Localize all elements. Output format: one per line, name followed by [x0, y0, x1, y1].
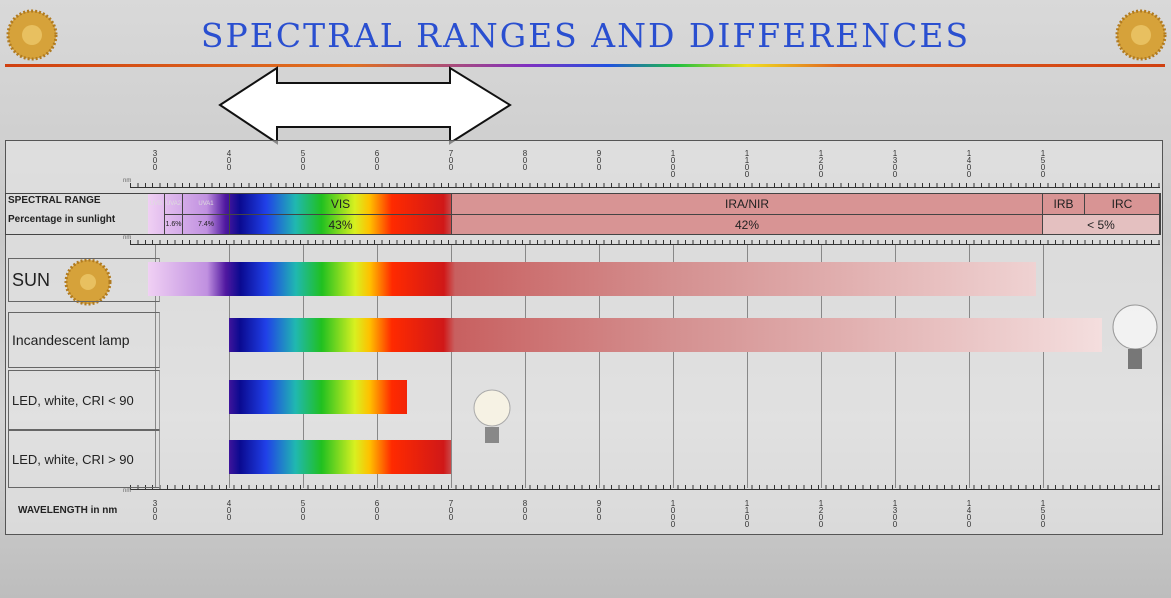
x-tick-label: 700: [448, 149, 454, 172]
x-tick-label: 500: [300, 149, 306, 172]
decor: [6, 9, 1167, 145]
percentage-cell: 7.4%: [183, 214, 230, 234]
range-cell: IRB: [1043, 194, 1085, 214]
x-tick-label: 800: [522, 499, 528, 522]
x-tick-label: 300: [152, 149, 158, 172]
x-tick-label: 900: [596, 149, 602, 172]
range-cell: VIS: [230, 194, 452, 214]
x-tick-label: 1000: [670, 149, 676, 179]
x-tick-label: 1400: [966, 149, 972, 179]
ruler: [130, 240, 1160, 245]
x-tick-label: 1300: [892, 149, 898, 179]
x-tick-label: 800: [522, 149, 528, 172]
range-bar: [229, 318, 1103, 352]
x-tick-label: 1000: [670, 499, 676, 529]
title-rule: [5, 64, 1165, 67]
table-row-label: SPECTRAL RANGE: [8, 195, 101, 206]
ruler: [130, 485, 1160, 490]
x-axis-label: WAVELENGTH in nm: [18, 505, 118, 516]
range-cell: UVB: [148, 194, 165, 214]
grid-line: [673, 245, 674, 488]
x-tick-label: 400: [226, 499, 232, 522]
grid-line: [451, 245, 452, 488]
title: SPECTRAL RANGES AND DIFFERENCES: [200, 16, 971, 55]
table-row-label: Percentage in sunlight: [8, 214, 116, 225]
bulb-icon: [1112, 304, 1158, 369]
range-cell: IRA/NIR: [452, 194, 1043, 214]
x-tick-label: 300: [152, 499, 158, 522]
sun-icon: [6, 9, 58, 61]
percentage-cell: < 5%: [1043, 214, 1160, 234]
double-arrow: [218, 66, 512, 145]
sun-icon: [64, 258, 112, 306]
grid-line: [747, 245, 748, 488]
grid-line: [303, 245, 304, 488]
grid-line: [155, 245, 156, 488]
range-bar: [229, 440, 451, 474]
unit-label: nm: [123, 235, 132, 241]
x-tick-label: 1100: [744, 499, 750, 529]
icons: [64, 258, 1158, 443]
x-tick-label: 1200: [818, 499, 824, 529]
percentage-cell: 42%: [452, 214, 1043, 234]
range-bar: [147, 262, 1036, 296]
x-tick-label: 1500: [1040, 149, 1046, 179]
range-bar: [229, 380, 407, 414]
x-tick-label: 1100: [744, 149, 750, 179]
range-cell: UVA1: [183, 194, 230, 214]
row-label: Incandescent lamp: [8, 312, 160, 368]
row-label: LED, white, CRI < 90: [8, 370, 160, 430]
range-cell: [148, 214, 165, 234]
unit-label: nm: [123, 178, 132, 184]
ruler: [130, 183, 1160, 188]
x-tick-label: 900: [596, 499, 602, 522]
grid-line: [821, 245, 822, 488]
x-tick-label: 700: [448, 499, 454, 522]
x-tick-label: 600: [374, 149, 380, 172]
grid-line: [599, 245, 600, 488]
x-tick-label: 500: [300, 499, 306, 522]
range-cell: UVA2: [165, 194, 183, 214]
grid-line: [895, 245, 896, 488]
percentage-cell: 1.6%: [165, 214, 183, 234]
table-frame: [5, 193, 1161, 235]
x-tick-label: 1500: [1040, 499, 1046, 529]
grid-line: [229, 245, 230, 488]
x-tick-label: 600: [374, 499, 380, 522]
row-label: SUN: [8, 258, 160, 302]
range-cell: IRC: [1085, 194, 1160, 214]
grid-line: [969, 245, 970, 488]
x-tick-label: 400: [226, 149, 232, 172]
percentage-cell: 43%: [230, 214, 452, 234]
grid-line: [1043, 245, 1044, 488]
sun-icon: [1115, 9, 1167, 61]
grid-line: [525, 245, 526, 488]
row-label: LED, white, CRI > 90: [8, 430, 160, 488]
x-tick-label: 1300: [892, 499, 898, 529]
x-tick-label: 1400: [966, 499, 972, 529]
led-bulb-icon: [473, 389, 511, 443]
grid-line: [377, 245, 378, 488]
unit-label: nm: [123, 488, 132, 494]
x-tick-label: 1200: [818, 149, 824, 179]
